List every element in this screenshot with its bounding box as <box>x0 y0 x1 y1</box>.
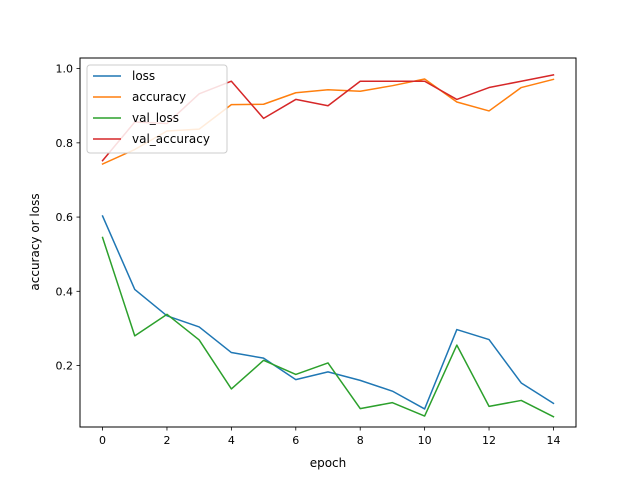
x-axis-label: epoch <box>310 456 347 470</box>
legend-box <box>86 64 228 154</box>
x-tick-label: 0 <box>99 434 106 447</box>
x-tick-label: 4 <box>228 434 235 447</box>
x-tick-label: 2 <box>163 434 170 447</box>
legend-items: loss accuracy val_loss val_accuracy <box>93 69 210 146</box>
y-tick-label: 0.2 <box>56 360 74 373</box>
legend-label-val-accuracy: val_accuracy <box>132 132 210 146</box>
x-tick-label: 6 <box>292 434 299 447</box>
series-line-loss <box>101 214 555 410</box>
legend: loss accuracy val_loss val_accuracy <box>86 64 228 154</box>
y-axis-label: accuracy or loss <box>28 193 42 290</box>
x-tick-label: 12 <box>482 434 496 447</box>
legend-label-loss: loss <box>132 69 155 83</box>
series-line-val-loss <box>101 236 555 418</box>
legend-label-val-loss: val_loss <box>132 111 179 125</box>
y-tick-label: 0.4 <box>56 285 74 298</box>
y-tick-label: 1.0 <box>56 63 74 76</box>
y-tick-label: 0.8 <box>56 137 74 150</box>
x-tick-label: 14 <box>546 434 560 447</box>
x-axis-ticks: 0 2 4 6 8 10 12 14 <box>99 427 560 447</box>
x-tick-label: 8 <box>357 434 364 447</box>
axes-frame <box>79 57 577 428</box>
legend-label-accuracy: accuracy <box>132 90 186 104</box>
y-axis-ticks: 0.2 0.4 0.6 0.8 1.0 <box>56 63 80 373</box>
y-tick-label: 0.6 <box>56 211 74 224</box>
x-tick-label: 10 <box>418 434 432 447</box>
